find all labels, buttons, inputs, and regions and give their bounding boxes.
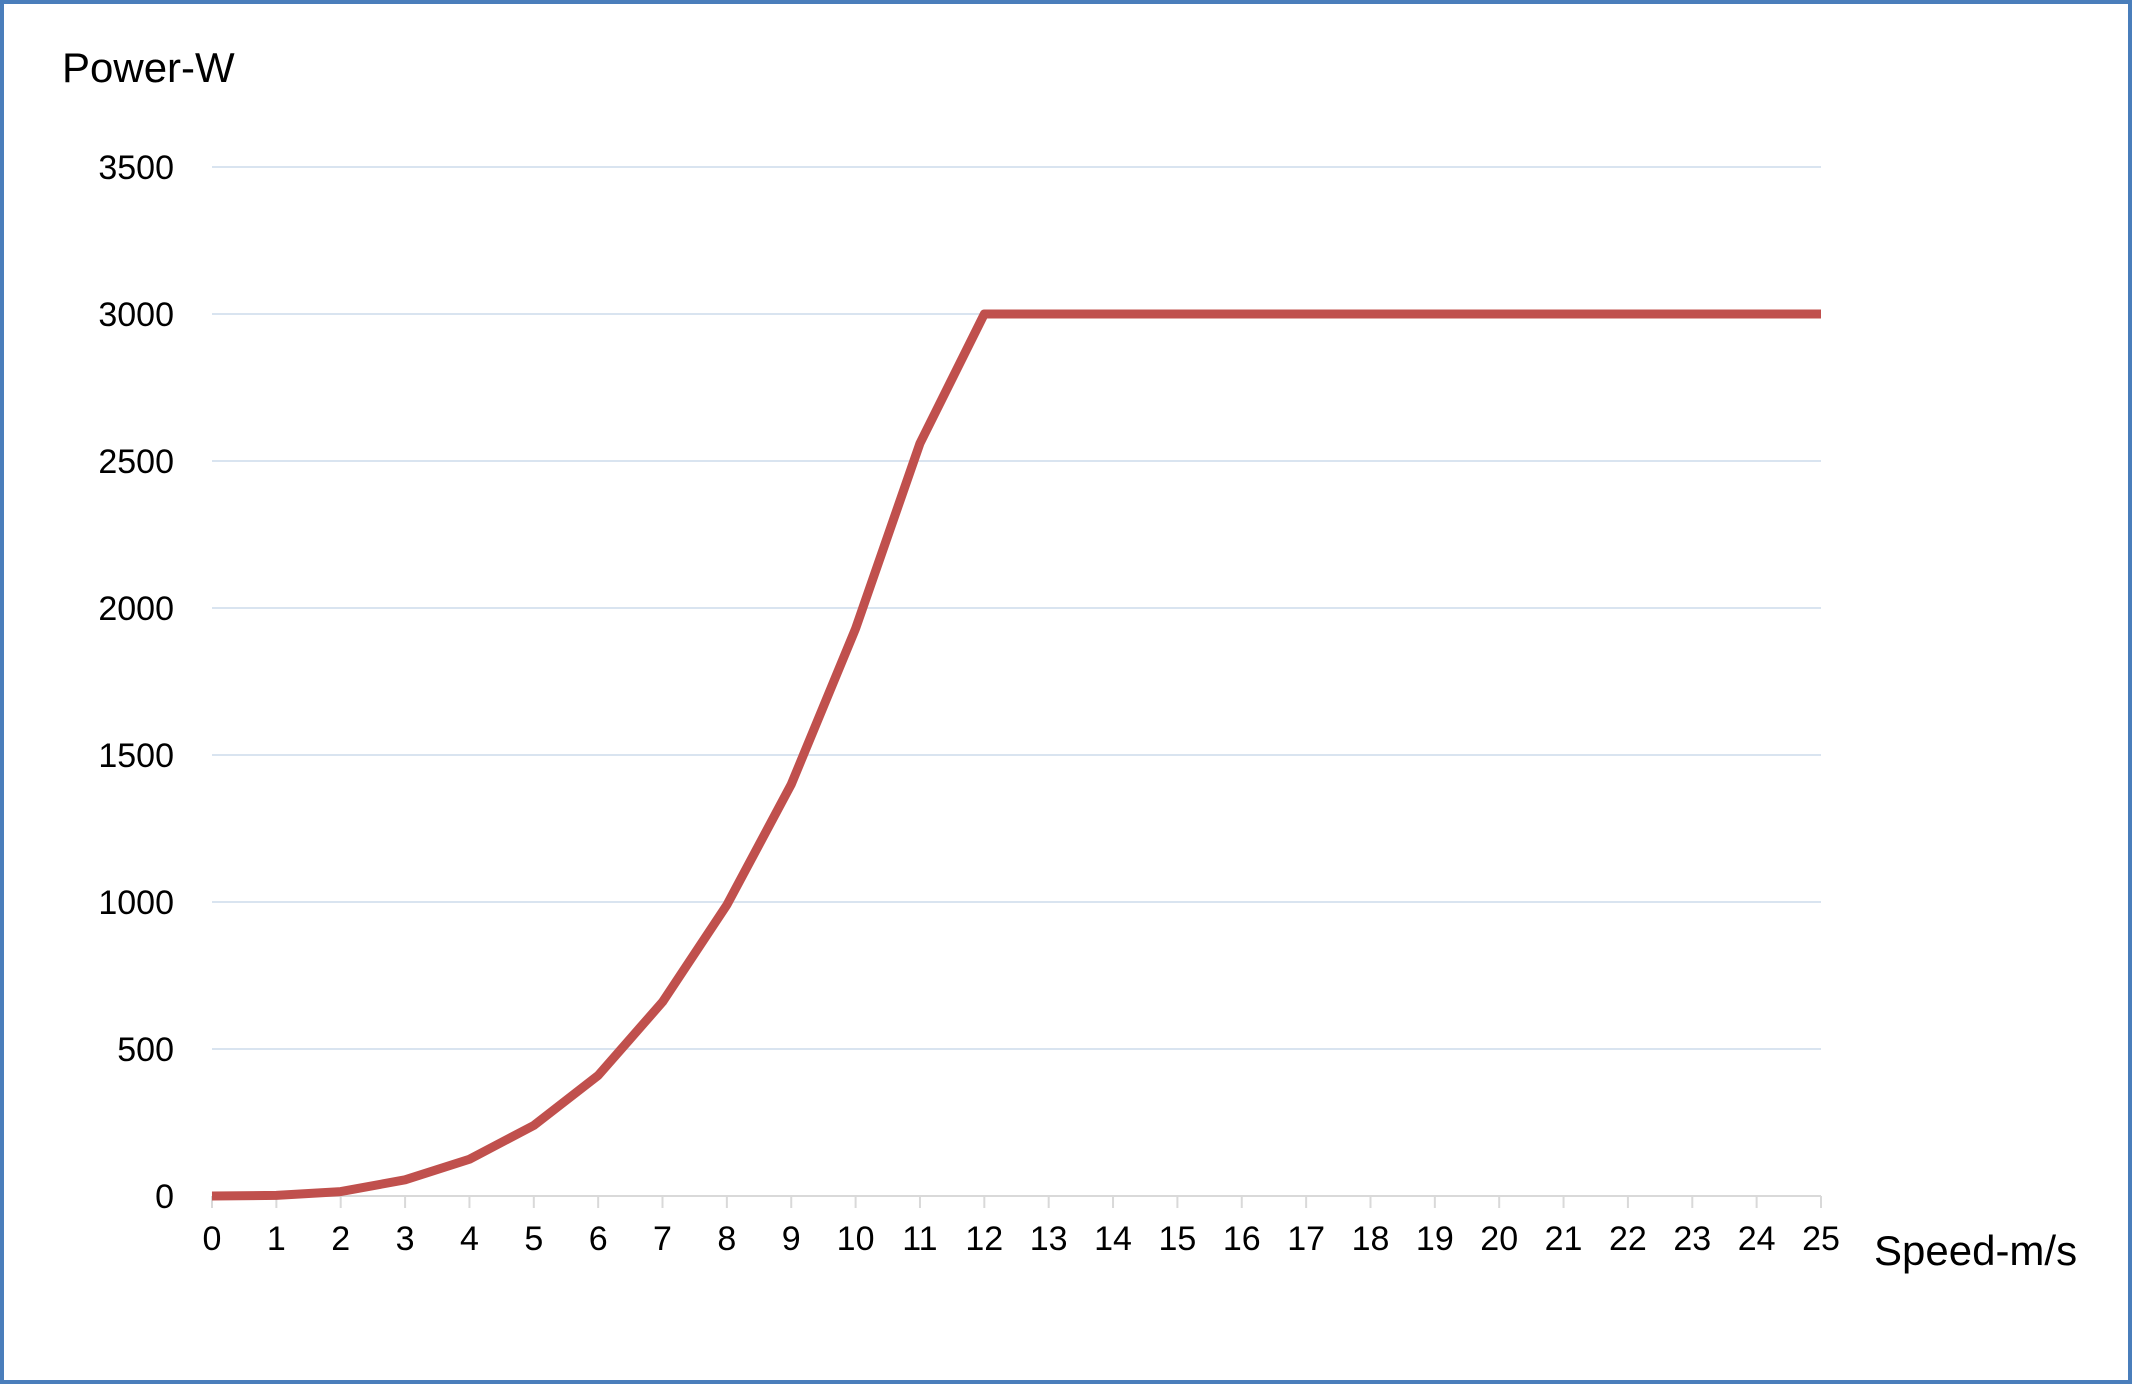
- x-tick-label: 10: [837, 1220, 875, 1258]
- y-axis-tick-labels: 0 500 1000 1500 2000 2500 3000 3500: [98, 149, 174, 1216]
- x-tick-label: 13: [1030, 1220, 1068, 1258]
- x-tick-label: 1: [267, 1220, 286, 1258]
- x-tick-label: 22: [1609, 1220, 1647, 1258]
- x-tick-label: 8: [717, 1220, 736, 1258]
- y-axis-title: Power-W: [62, 44, 235, 91]
- y-tick-label: 2500: [98, 443, 174, 481]
- x-tick-label: 24: [1738, 1220, 1776, 1258]
- x-tick-label: 15: [1158, 1220, 1196, 1258]
- x-tick-label: 17: [1287, 1220, 1325, 1258]
- x-tick-label: 5: [524, 1220, 543, 1258]
- x-tick-label: 0: [203, 1220, 222, 1258]
- x-tick-label: 7: [653, 1220, 672, 1258]
- y-tick-label: 0: [155, 1178, 174, 1216]
- gridlines: [212, 167, 1821, 1049]
- y-tick-label: 1000: [98, 884, 174, 922]
- x-tick-label: 9: [782, 1220, 801, 1258]
- x-tick-label: 16: [1223, 1220, 1261, 1258]
- y-tick-label: 1500: [98, 737, 174, 775]
- x-axis: [212, 1196, 1821, 1208]
- y-tick-label: 500: [117, 1031, 174, 1069]
- x-tick-label: 6: [589, 1220, 608, 1258]
- x-tick-label: 19: [1416, 1220, 1454, 1258]
- x-tick-label: 20: [1480, 1220, 1518, 1258]
- x-axis-title: Speed-m/s: [1874, 1227, 2077, 1274]
- x-tick-label: 23: [1673, 1220, 1711, 1258]
- x-tick-label: 18: [1352, 1220, 1390, 1258]
- y-tick-label: 2000: [98, 590, 174, 628]
- x-tick-label: 4: [460, 1220, 479, 1258]
- x-tick-label: 11: [902, 1220, 937, 1258]
- x-tick-label: 3: [396, 1220, 415, 1258]
- x-tick-label: 12: [965, 1220, 1003, 1258]
- y-tick-label: 3000: [98, 296, 174, 334]
- x-tick-label: 25: [1802, 1220, 1840, 1258]
- y-tick-label: 3500: [98, 149, 174, 187]
- x-tick-label: 2: [331, 1220, 350, 1258]
- x-tick-label: 21: [1545, 1220, 1583, 1258]
- x-tick-label: 14: [1094, 1220, 1132, 1258]
